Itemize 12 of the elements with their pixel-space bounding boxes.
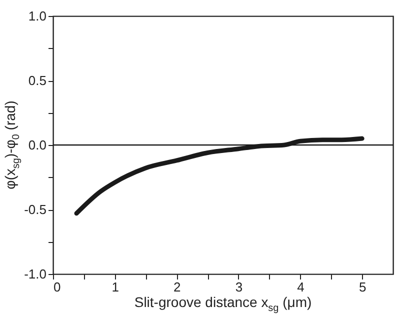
x-tick-label: 2 [174, 280, 181, 294]
x-tick-label: 1 [112, 280, 119, 294]
y-tick-label: 0.0 [28, 138, 46, 152]
y-axis-title: φ(xsg)-φ0 (rad) [2, 100, 22, 190]
x-tick-label: 3 [235, 280, 243, 294]
y-tick-label: 0.5 [28, 73, 46, 88]
y-tick-label: -0.5 [24, 202, 46, 217]
y-tick-label: -1.0 [24, 266, 46, 282]
x-tick-label: 0 [54, 280, 61, 294]
x-tick-label: 4 [297, 280, 304, 294]
x-tick-label: 5 [358, 280, 366, 294]
y-tick-label: 1.0 [28, 8, 46, 24]
